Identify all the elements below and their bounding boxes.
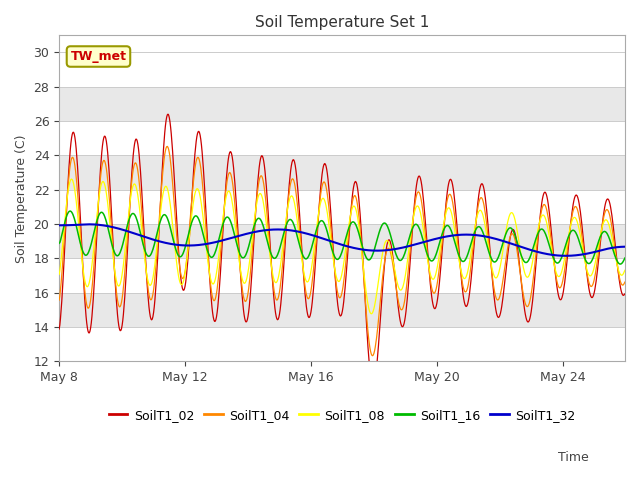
Bar <box>59 327 625 361</box>
Bar <box>59 121 625 156</box>
Bar <box>59 259 625 293</box>
Bar <box>59 87 625 121</box>
Bar <box>59 52 625 87</box>
Text: TW_met: TW_met <box>70 50 127 63</box>
Bar <box>59 293 625 327</box>
Bar <box>59 190 625 224</box>
Bar <box>59 156 625 190</box>
Text: Time: Time <box>558 451 589 464</box>
Title: Soil Temperature Set 1: Soil Temperature Set 1 <box>255 15 429 30</box>
Legend: SoilT1_02, SoilT1_04, SoilT1_08, SoilT1_16, SoilT1_32: SoilT1_02, SoilT1_04, SoilT1_08, SoilT1_… <box>104 404 580 427</box>
Bar <box>59 224 625 259</box>
Y-axis label: Soil Temperature (C): Soil Temperature (C) <box>15 134 28 263</box>
